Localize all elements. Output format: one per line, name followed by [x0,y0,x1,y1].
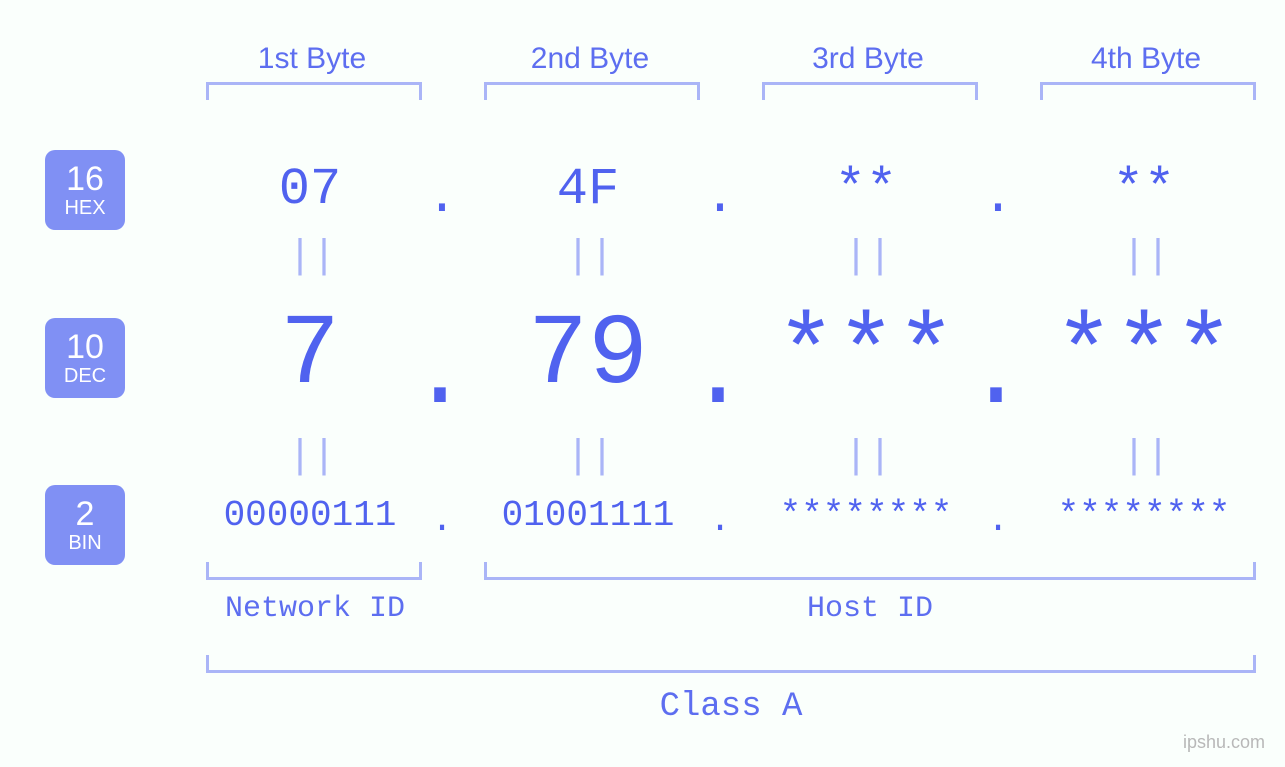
bracket-network-id [206,562,422,580]
base-label-bin: BIN [68,533,101,553]
base-badge-bin: 2 BIN [45,485,125,565]
base-badge-hex: 16 HEX [45,150,125,230]
hex-dot-1: . [422,168,462,227]
watermark: ipshu.com [1183,732,1265,753]
equals-upper-3: || [768,235,968,280]
bin-byte-3: ******** [736,495,996,536]
bracket-byte-3 [762,82,978,100]
bracket-host-id [484,562,1256,580]
bracket-byte-2 [484,82,700,100]
base-badge-dec: 10 DEC [45,318,125,398]
hex-dot-2: . [700,168,740,227]
base-num-hex: 16 [66,162,104,196]
class-label: Class A [206,688,1256,726]
bracket-class [206,655,1256,673]
dec-byte-2: 79 [458,300,718,413]
dec-dot-1: . [410,320,450,433]
bin-byte-2: 01001111 [458,495,718,536]
bin-byte-4: ******** [1014,495,1274,536]
byte-header-1: 1st Byte [212,42,412,76]
equals-lower-4: || [1046,435,1246,480]
host-id-label: Host ID [484,592,1256,626]
bracket-byte-4 [1040,82,1256,100]
bin-dot-2: . [700,500,740,541]
base-num-dec: 10 [66,330,104,364]
equals-upper-2: || [490,235,690,280]
equals-lower-3: || [768,435,968,480]
byte-header-3: 3rd Byte [768,42,968,76]
hex-byte-2: 4F [458,160,718,219]
equals-upper-4: || [1046,235,1246,280]
hex-byte-3: ** [736,160,996,219]
byte-header-4: 4th Byte [1046,42,1246,76]
dec-byte-1: 7 [180,300,440,413]
bin-dot-3: . [978,500,1018,541]
byte-header-2: 2nd Byte [490,42,690,76]
bin-dot-1: . [422,500,462,541]
base-num-bin: 2 [76,497,95,531]
dec-byte-4: *** [1014,300,1274,413]
bracket-byte-1 [206,82,422,100]
hex-dot-3: . [978,168,1018,227]
dec-dot-2: . [688,320,728,433]
equals-lower-1: || [212,435,412,480]
dec-dot-3: . [966,320,1006,433]
network-id-label: Network ID [190,592,440,626]
hex-byte-4: ** [1014,160,1274,219]
hex-byte-1: 07 [180,160,440,219]
equals-upper-1: || [212,235,412,280]
equals-lower-2: || [490,435,690,480]
dec-byte-3: *** [736,300,996,413]
base-label-dec: DEC [64,366,106,386]
base-label-hex: HEX [64,198,105,218]
bin-byte-1: 00000111 [180,495,440,536]
